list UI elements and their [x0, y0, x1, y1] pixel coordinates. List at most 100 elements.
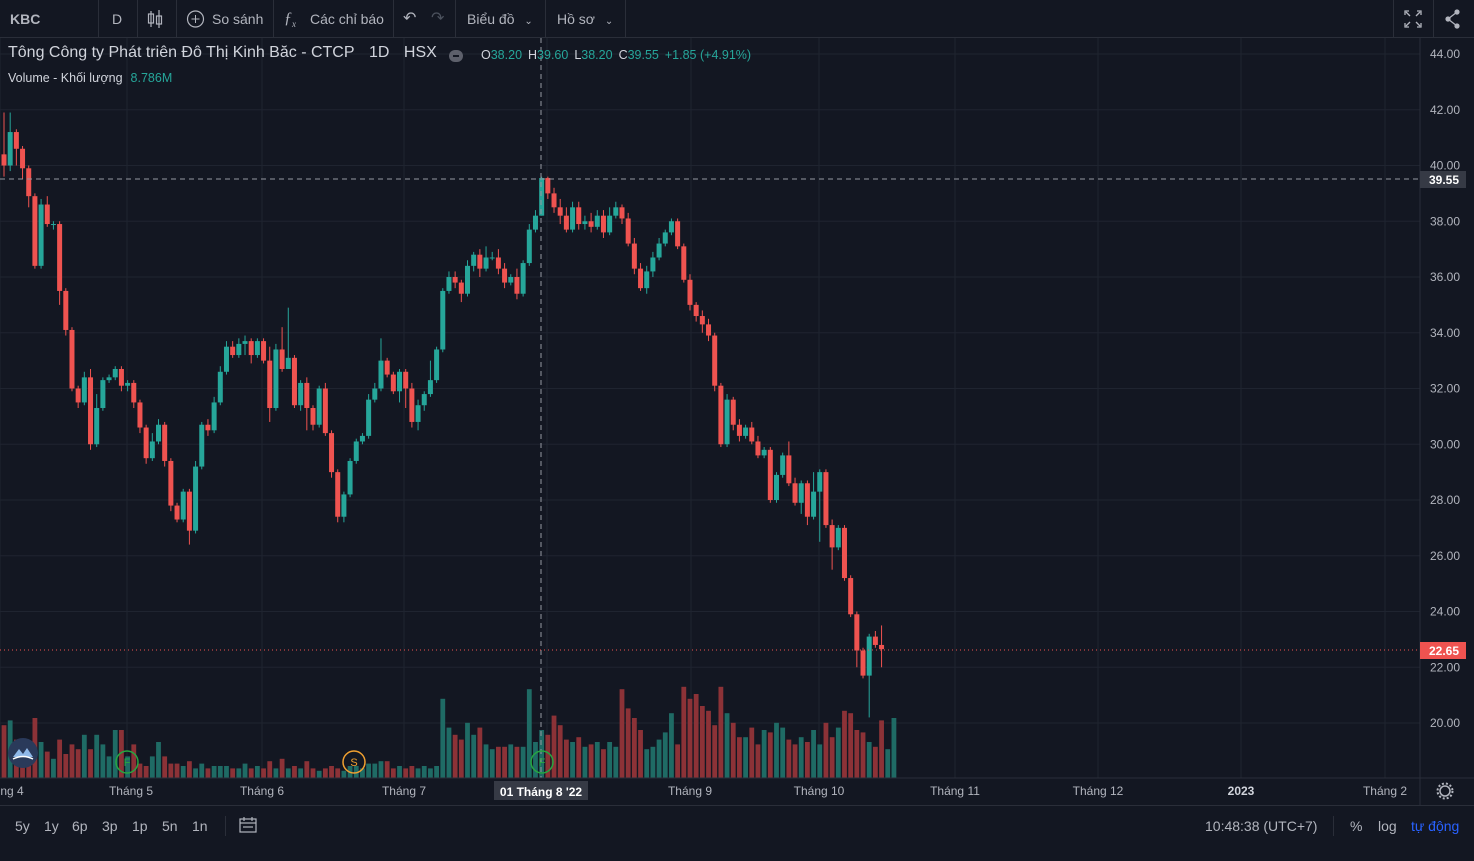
candle-body — [767, 449, 773, 500]
auto-scale-toggle[interactable]: tự động — [1411, 818, 1460, 834]
legend-interval: 1D — [368, 44, 390, 61]
volume-bar — [477, 727, 483, 778]
clock-time[interactable]: 10:48:38 (UTC+7) — [1205, 818, 1318, 834]
candle-body — [149, 441, 155, 459]
candle-body — [798, 483, 804, 503]
percent-toggle[interactable]: % — [1350, 818, 1363, 834]
candle-body — [236, 343, 242, 356]
volume-bar — [644, 749, 650, 778]
range-6p[interactable]: 6p — [72, 818, 88, 834]
volume-bar — [298, 768, 304, 778]
candle-body — [656, 243, 662, 258]
profile-button[interactable]: Hồ sơ ⌄ — [557, 0, 613, 38]
symbol-description[interactable]: Tông Công ty Phát triên Đô Thị Kinh Băc … — [8, 44, 355, 61]
volume-bar — [156, 742, 161, 778]
candle-body — [193, 466, 199, 531]
open-value: 38.20 — [490, 48, 523, 62]
volume-bar — [384, 761, 390, 778]
price-tick-label: 24.00 — [1430, 605, 1460, 619]
candle-body — [631, 243, 637, 269]
candle-body — [118, 368, 124, 386]
volume-bar — [180, 766, 186, 778]
range-5y[interactable]: 5y — [15, 818, 30, 834]
volume-bar — [409, 766, 415, 778]
candle-body — [261, 341, 267, 361]
candle-body — [489, 257, 495, 259]
indicators-button[interactable]: Các chỉ báo — [310, 11, 384, 27]
candle-body — [854, 614, 860, 651]
fullscreen-icon[interactable] — [1403, 0, 1425, 38]
volume-bar — [390, 768, 396, 778]
chart-type-button[interactable]: Biểu đồ ⌄ — [467, 0, 533, 38]
price-axis[interactable]: 44.00 42.00 40.00 38.00 36.00 34.00 32.00 30.00… — [1430, 47, 1460, 730]
time-axis[interactable]: ng 4 Tháng 5 Tháng 6 Tháng 7 Tháng 9 Tháng 10… — [0, 784, 1407, 798]
candle-body — [94, 408, 100, 445]
time-tick-label: Tháng 5 — [109, 784, 153, 798]
crosshair-date-label: 01 Tháng 8 '22 — [500, 785, 583, 799]
volume-bar — [588, 744, 594, 778]
range-1p[interactable]: 1p — [132, 818, 148, 834]
range-1n[interactable]: 1n — [192, 818, 208, 834]
log-toggle[interactable]: log — [1378, 818, 1397, 834]
range-1y[interactable]: 1y — [44, 818, 59, 834]
crosshair-price-label: 39.55 — [1429, 173, 1459, 187]
candle-body — [378, 360, 384, 389]
redo-icon[interactable]: ↷ — [431, 10, 445, 27]
volume-bar — [656, 739, 662, 778]
open-label: O — [481, 48, 491, 62]
volume-bar — [378, 761, 384, 778]
volume-bar — [798, 737, 804, 778]
volume-bar — [489, 749, 495, 778]
volume-bar — [854, 730, 860, 778]
candle-body — [860, 650, 866, 676]
goto-date-icon[interactable] — [238, 806, 258, 846]
candle-body — [304, 382, 310, 409]
settings-gear-icon[interactable] — [1436, 782, 1454, 800]
high-value: 39.60 — [537, 48, 569, 62]
volume-bar — [397, 766, 402, 778]
event-marker-f[interactable]: F — [530, 750, 554, 774]
interval-button[interactable]: D — [112, 11, 123, 27]
undo-icon[interactable]: ↶ — [403, 10, 417, 27]
share-icon[interactable] — [1443, 0, 1463, 38]
candle-body — [162, 424, 168, 461]
volume-bar — [786, 739, 792, 778]
volume-bar — [137, 763, 143, 778]
candle-body — [384, 360, 390, 375]
volume-bar — [57, 739, 63, 778]
candle-body — [291, 357, 297, 406]
candle-body — [465, 265, 470, 294]
candle-body — [75, 388, 81, 403]
candle-body — [662, 232, 668, 244]
volume-bar — [292, 766, 297, 778]
function-icon[interactable]: ƒx — [284, 10, 296, 30]
range-5n[interactable]: 5n — [162, 818, 178, 834]
candle-body — [644, 271, 650, 289]
volume-bar — [891, 718, 897, 778]
candles-icon[interactable] — [146, 0, 168, 38]
candle-body — [483, 257, 489, 269]
symbol-button[interactable]: KBC — [10, 11, 41, 27]
candle-body — [156, 424, 161, 442]
event-marker-f[interactable]: F — [115, 750, 139, 774]
candle-body — [298, 382, 304, 406]
volume-bar — [582, 746, 588, 778]
toolbar-divider — [455, 0, 456, 38]
event-marker-s[interactable]: S — [342, 750, 366, 774]
volume-bar — [823, 722, 829, 778]
hide-series-icon[interactable] — [449, 50, 463, 62]
candle-body — [452, 277, 458, 283]
candle-body — [57, 224, 63, 291]
price-tick-label: 34.00 — [1430, 326, 1460, 340]
last-price-label: 22.65 — [1429, 644, 1459, 658]
volume-bar — [458, 739, 464, 778]
bottom-toolbar: 5y 1y 6p 3p 1p 5n 1n 10:48:38 (UTC+7) % … — [0, 805, 1474, 849]
volume-bar — [730, 722, 736, 778]
volume-bar — [452, 734, 458, 778]
candle-body — [180, 491, 186, 520]
chart-canvas[interactable]: 44.00 42.00 40.00 38.00 36.00 34.00 32.00 30.00… — [0, 38, 1474, 805]
compare-button[interactable]: So sánh — [212, 11, 264, 27]
range-3p[interactable]: 3p — [102, 818, 118, 834]
plus-circle-icon[interactable] — [186, 0, 206, 38]
volume-label[interactable]: Volume - Khối lượng — [8, 71, 123, 85]
